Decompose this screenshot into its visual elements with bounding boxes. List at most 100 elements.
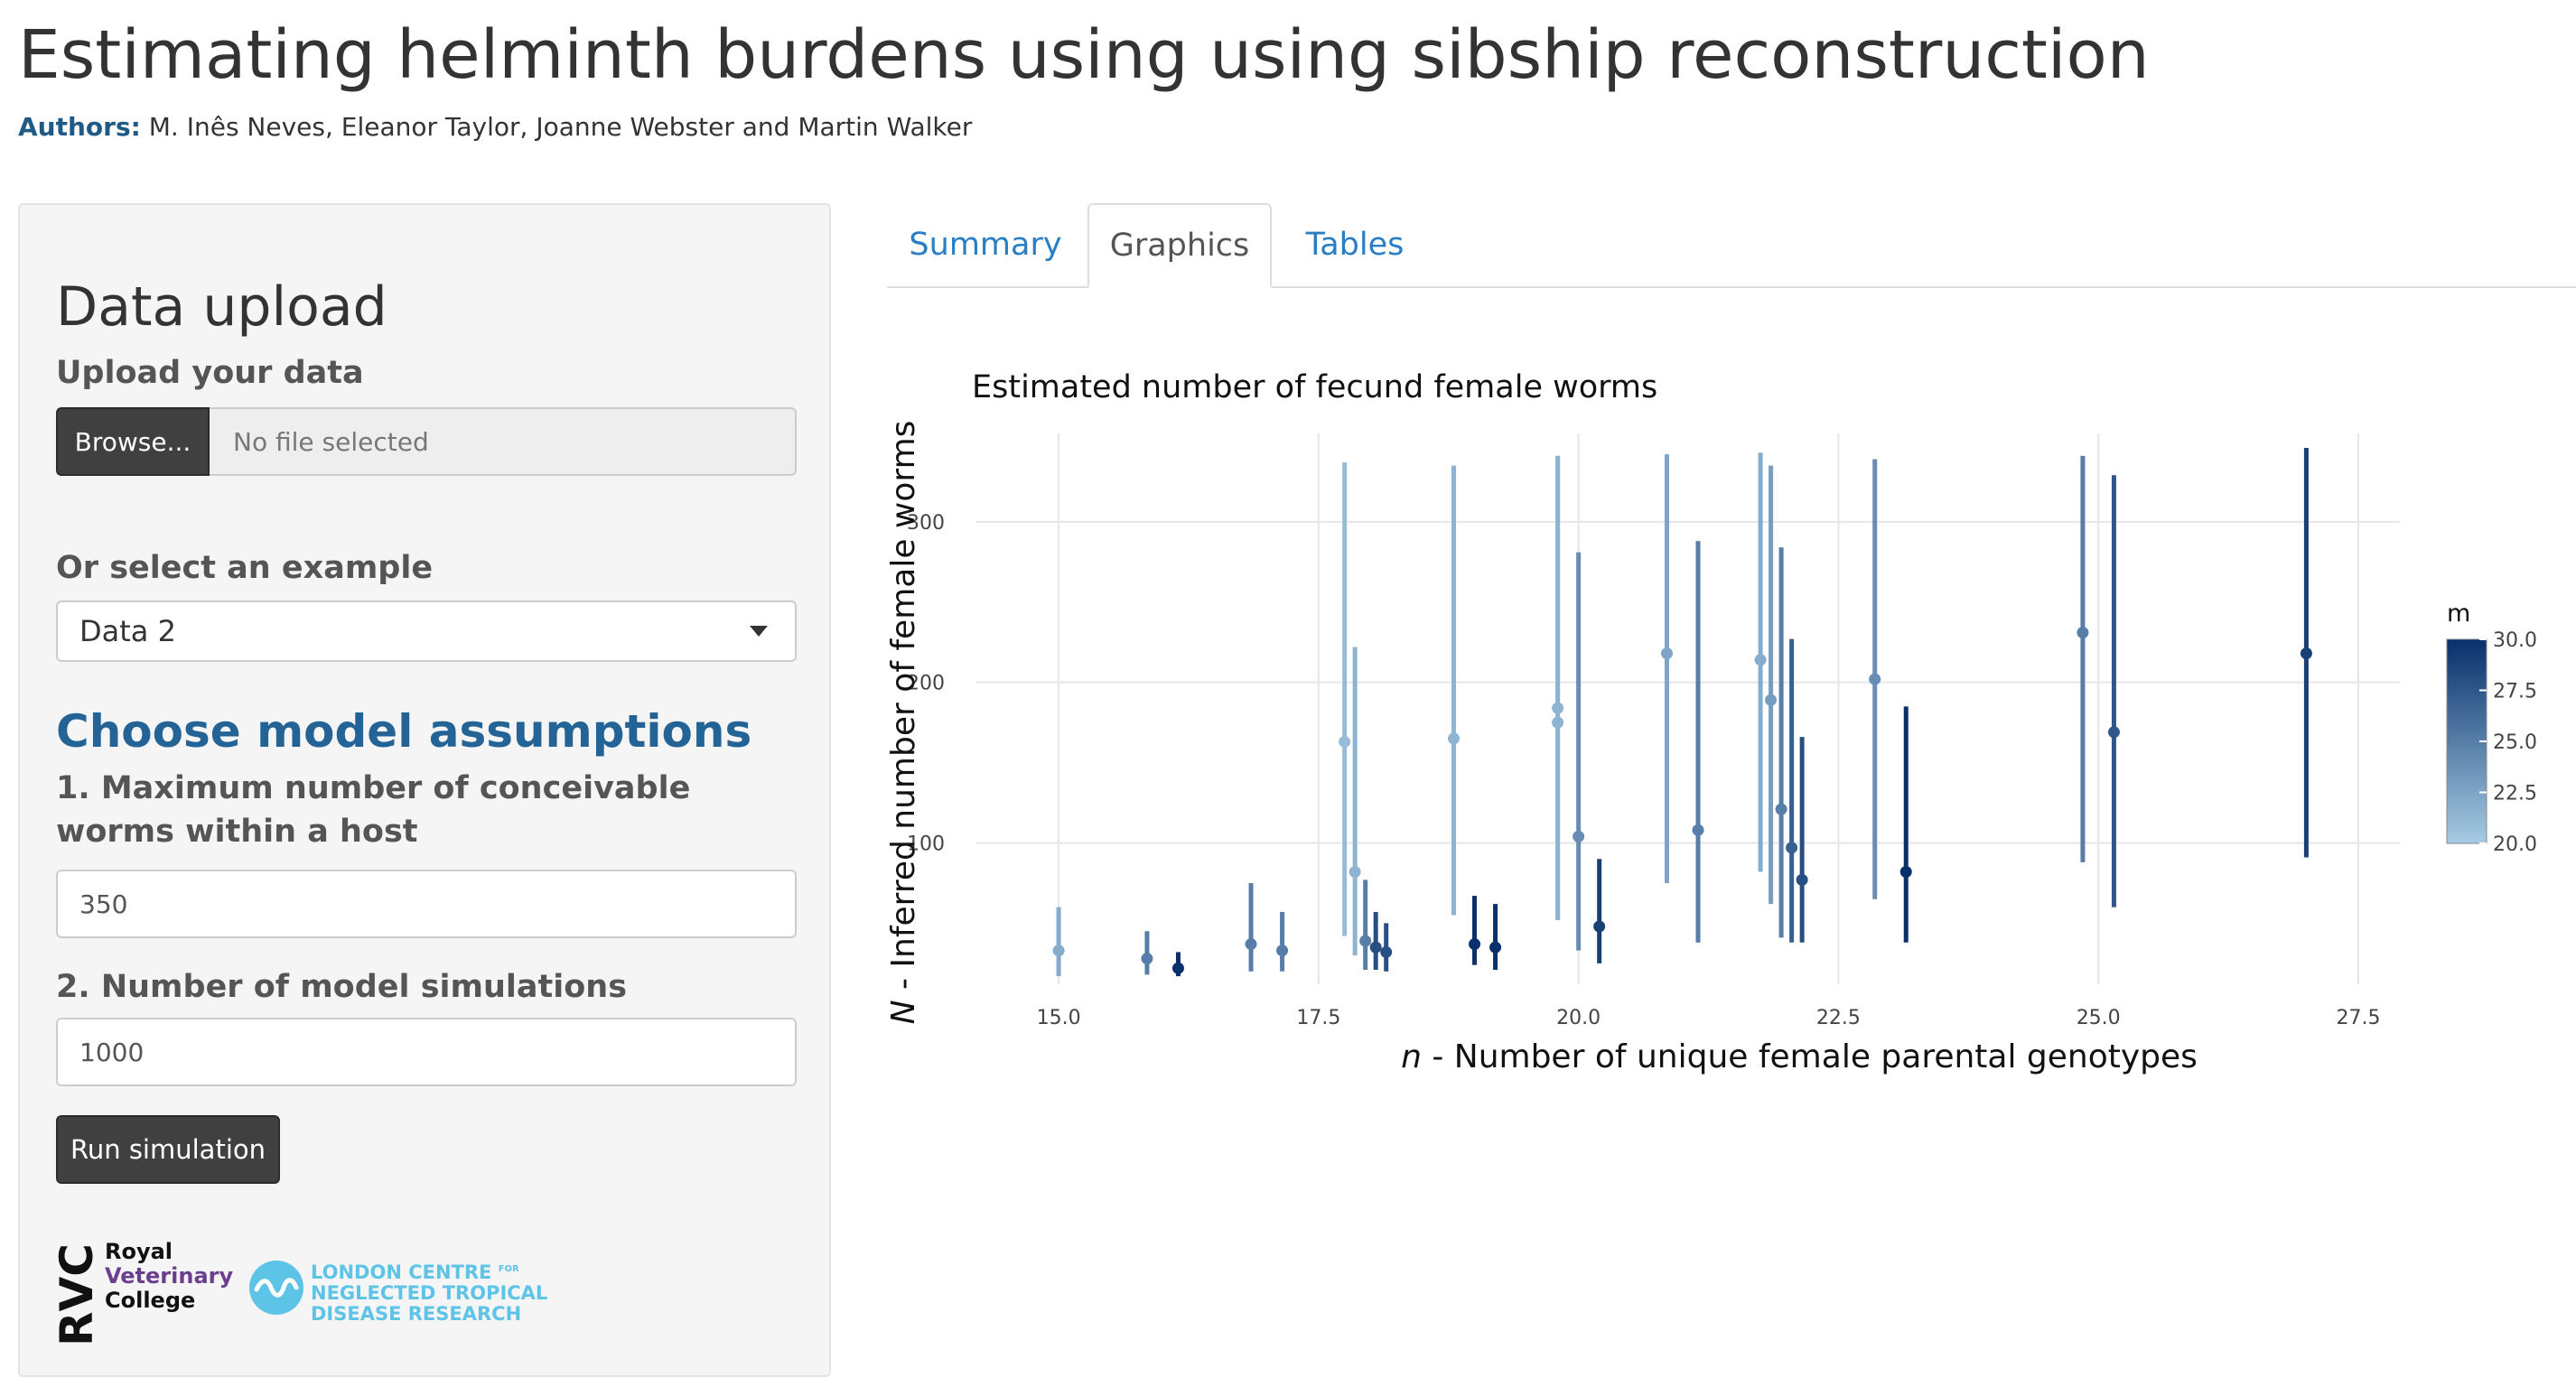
data-point	[1660, 454, 1673, 883]
lcntdr-line1: LONDON CENTRE FOR	[311, 1259, 547, 1283]
point-marker	[1765, 693, 1778, 706]
point-marker	[1052, 945, 1065, 957]
data-point	[1052, 907, 1065, 977]
max-worms-input[interactable]	[56, 870, 797, 938]
rvc-name: Royal Veterinary College	[105, 1240, 233, 1313]
point-marker	[1171, 962, 1184, 974]
point-marker	[1245, 938, 1257, 951]
x-axis-ticks: 15.0 17.5 20.0 22.5 25.0 27.5	[1037, 1007, 2381, 1029]
data-point	[1349, 647, 1361, 955]
data-point	[1245, 882, 1257, 972]
x-tick-label: 27.5	[2336, 1007, 2380, 1029]
x-axis-label-text: - Number of unique female parental genot…	[1422, 1038, 2198, 1075]
data-point	[1573, 552, 1585, 951]
data-point	[1765, 465, 1778, 905]
data-point	[1339, 462, 1351, 936]
sidebar-panel: Data upload Upload your data Browse... N…	[18, 203, 831, 1377]
rvc-name-line2: Veterinary	[105, 1263, 234, 1289]
point-marker	[1349, 866, 1361, 879]
point-marker	[2107, 726, 2120, 739]
rvc-logo: RVC Royal Veterinary College	[56, 1225, 233, 1352]
point-marker	[1660, 647, 1673, 660]
x-tick-label: 25.0	[2077, 1007, 2121, 1029]
point-marker	[1489, 941, 1502, 954]
lcntdr-name: LONDON CENTRE FOR NEGLECTED TROPICAL DIS…	[311, 1259, 547, 1325]
chart-title: Estimated number of fecund female worms	[972, 369, 1657, 405]
simulations-input[interactable]	[56, 1018, 797, 1086]
color-legend: m 20.0 22.5 25.0 27.5 30.0	[2446, 600, 2537, 856]
x-axis-label-var: n	[1401, 1038, 1422, 1075]
legend-tick-label: 25.0	[2493, 731, 2537, 754]
app-title: Estimating helminth burdens using using …	[18, 16, 2150, 94]
point-marker	[1869, 673, 1881, 685]
data-point	[1276, 911, 1289, 972]
rvc-letters-text: RVC	[56, 1243, 98, 1346]
data-point	[1754, 452, 1767, 872]
legend-tick-label: 20.0	[2493, 833, 2537, 856]
data-point	[1786, 638, 1798, 943]
y-tick-label: 300	[907, 512, 945, 535]
data-point	[1369, 911, 1382, 970]
legend-tick-label: 22.5	[2493, 783, 2537, 805]
point-marker	[1276, 945, 1289, 957]
main-tabs: Summary Graphics Tables	[887, 203, 2576, 288]
browse-button[interactable]: Browse...	[56, 407, 210, 476]
point-marker	[1786, 842, 1798, 854]
max-worms-label: 1. Maximum number of conceivable worms w…	[56, 770, 691, 850]
legend-tick-label: 30.0	[2493, 629, 2537, 652]
point-marker	[1448, 732, 1461, 745]
lcntdr-for: FOR	[498, 1264, 519, 1274]
point-marker	[1141, 953, 1153, 965]
point-marker	[1573, 830, 1585, 842]
y-axis-ticks: 100 200 300	[907, 512, 945, 856]
example-label: Or select an example	[56, 550, 434, 586]
data-point	[2300, 448, 2312, 858]
point-marker	[2300, 647, 2312, 660]
data-point	[1593, 859, 1606, 963]
y-axis-label: N - Inferred number of female worms	[887, 421, 922, 1025]
point-marker	[1552, 702, 1564, 714]
data-point	[1359, 879, 1372, 970]
data-points	[1052, 448, 2312, 977]
point-marker	[1899, 866, 1912, 879]
lcntdr-line1-text: LONDON CENTRE	[311, 1261, 492, 1283]
authors-line: Authors: M. Inês Neves, Eleanor Taylor, …	[18, 112, 972, 142]
data-point	[1448, 465, 1461, 916]
legend-ticks: 20.0 22.5 25.0 27.5 30.0	[2479, 629, 2537, 856]
sidebar-title: Data upload	[56, 275, 387, 339]
point-marker	[1359, 935, 1372, 947]
run-simulation-button[interactable]: Run simulation	[56, 1115, 280, 1184]
lcntdr-line2: NEGLECTED TROPICAL	[311, 1282, 548, 1304]
legend-title: m	[2447, 600, 2470, 628]
y-tick-label: 200	[907, 673, 945, 695]
y-tick-label: 100	[907, 833, 945, 855]
data-point	[1552, 455, 1564, 920]
tab-graphics[interactable]: Graphics	[1087, 203, 1272, 288]
rvc-name-line3: College	[105, 1288, 196, 1313]
rvc-letters-mark: RVC	[56, 1243, 98, 1346]
point-marker	[1754, 654, 1767, 666]
x-axis-label: n - Number of unique female parental gen…	[1401, 1038, 2198, 1075]
point-marker	[1692, 824, 1704, 836]
tab-summary[interactable]: Summary	[909, 227, 1062, 263]
data-point	[1899, 706, 1912, 943]
example-select-value: Data 2	[79, 614, 176, 648]
data-point	[2107, 475, 2120, 907]
point-marker	[1796, 873, 1808, 886]
point-marker	[1380, 945, 1393, 958]
legend-tick-label: 27.5	[2493, 681, 2537, 703]
upload-label: Upload your data	[56, 355, 364, 391]
data-point	[1469, 896, 1481, 965]
x-tick-label: 17.5	[1296, 1007, 1340, 1029]
tab-tables[interactable]: Tables	[1305, 227, 1405, 263]
file-name-field[interactable]: No file selected	[210, 407, 797, 476]
assumptions-title: Choose model assumptions	[56, 705, 752, 758]
x-tick-label: 22.5	[1816, 1007, 1861, 1029]
data-point	[2077, 455, 2089, 862]
rvc-name-line1: Royal	[105, 1239, 173, 1264]
worm-burden-chart: Estimated number of fecund female worms …	[887, 369, 2537, 1075]
lcntdr-line3: DISEASE RESEARCH	[311, 1303, 522, 1325]
point-marker	[1593, 920, 1606, 933]
simulations-label: 2. Number of model simulations	[56, 969, 628, 1005]
example-select[interactable]: Data 2	[56, 600, 797, 662]
